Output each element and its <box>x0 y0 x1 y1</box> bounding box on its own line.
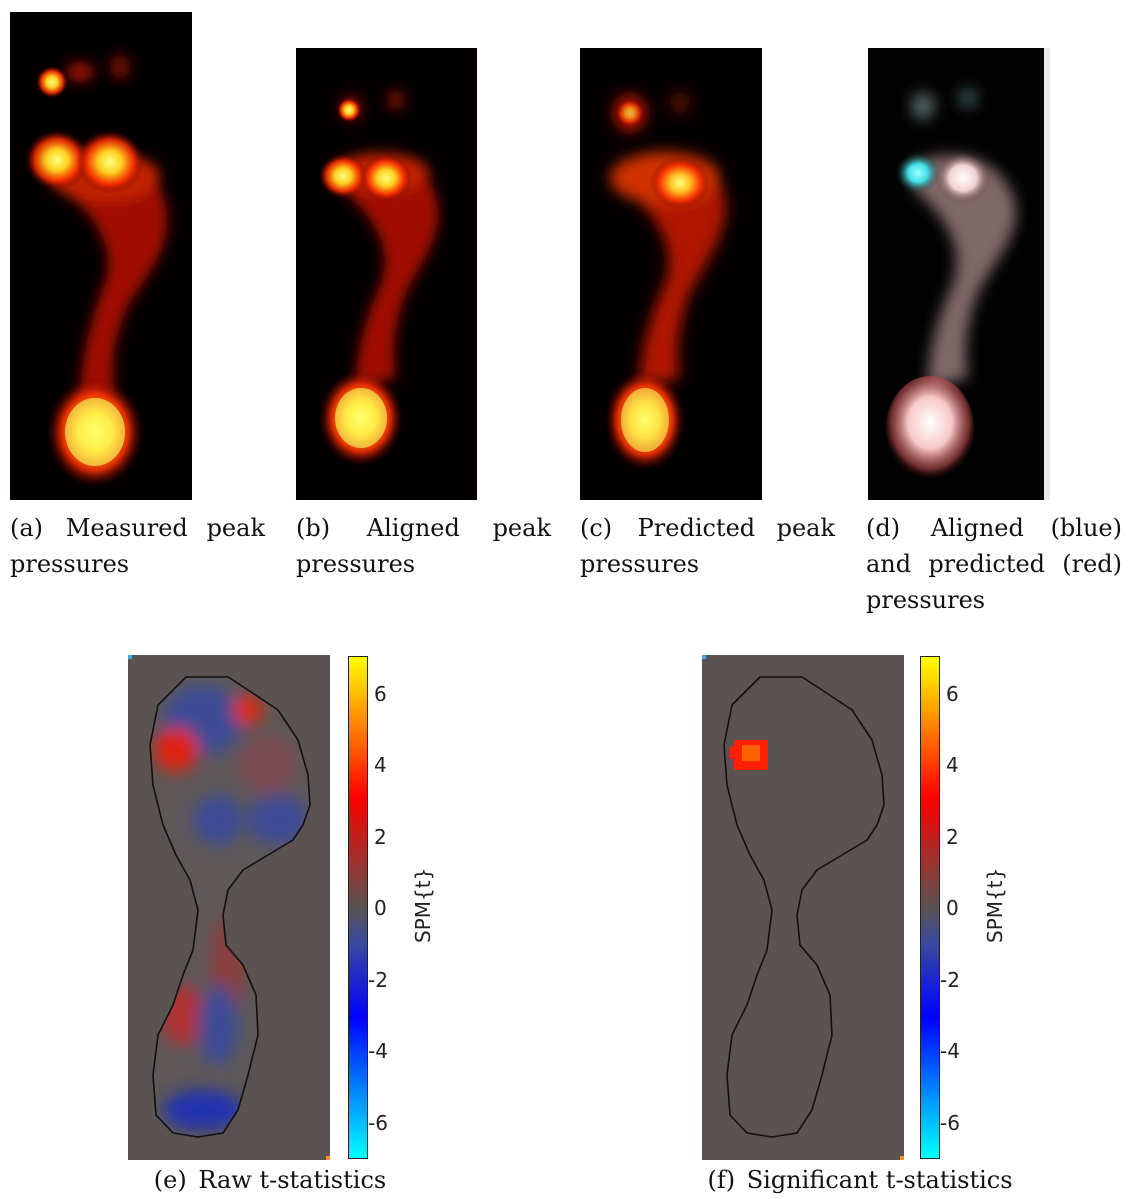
colorbar-f-tick: 6 <box>946 682 959 706</box>
colorbar-f <box>920 656 940 1159</box>
colorbar-e-tick: 4 <box>374 753 387 777</box>
colorbar-e-tick: 6 <box>374 682 387 706</box>
predicted-peak-pressure-image <box>580 48 762 500</box>
caption-d: (d) Aligned (blue) and predicted (red) p… <box>866 514 1122 614</box>
caption-a: (a) Measured peak pressures <box>10 514 265 578</box>
measured-peak-pressure-image <box>10 12 192 500</box>
raw-t-statistics-map <box>128 655 330 1160</box>
colorbar-e-tick: 2 <box>374 825 387 849</box>
colorbar-f-tick: 4 <box>946 753 959 777</box>
colorbar-e-tick: -6 <box>368 1111 388 1135</box>
colorbar-e-tick: -4 <box>368 1039 388 1063</box>
colorbar-f-tick: -4 <box>940 1039 960 1063</box>
colorbar-e <box>348 656 368 1159</box>
colorbar-f-tick: 0 <box>946 896 959 920</box>
caption-f: (f) Significant t-statistics <box>707 1166 1013 1194</box>
caption-c: (c) Predicted peak pressures <box>580 514 835 578</box>
overlay-pressure-image <box>868 48 1050 500</box>
caption-e: (e) Raw t-statistics <box>153 1166 387 1194</box>
colorbar-f-tick: 2 <box>946 825 959 849</box>
colorbar-f-label: SPM{t} <box>983 867 1007 943</box>
colorbar-f-tick: -2 <box>940 968 960 992</box>
colorbar-f-tick: -6 <box>940 1111 960 1135</box>
colorbar-e-tick: 0 <box>374 896 387 920</box>
aligned-peak-pressure-image <box>296 48 477 500</box>
colorbar-e-label: SPM{t} <box>411 867 435 943</box>
significant-t-statistics-map <box>702 655 904 1160</box>
colorbar-e-tick: -2 <box>368 968 388 992</box>
caption-b: (b) Aligned peak pressures <box>296 514 551 578</box>
